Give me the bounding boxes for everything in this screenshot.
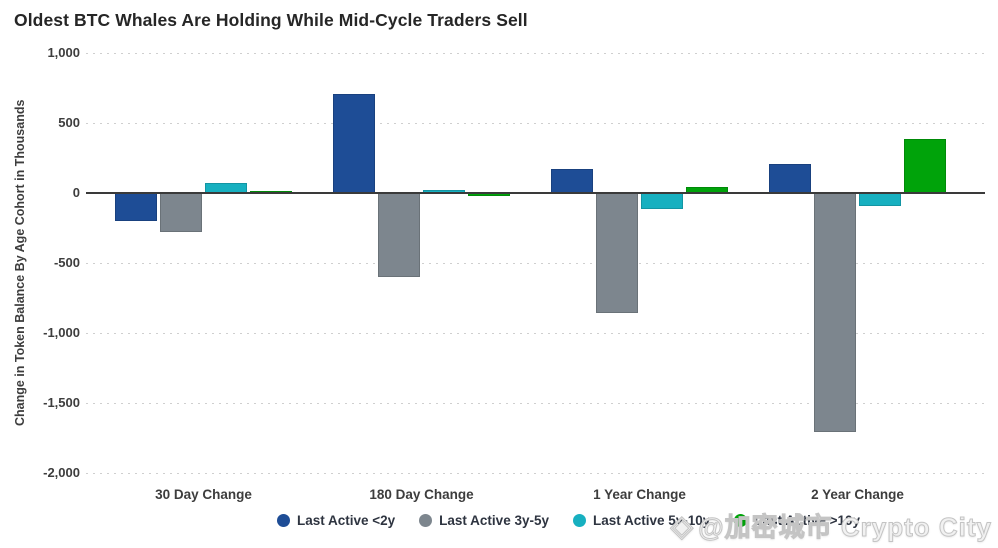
y-tick-label: 1,000 [47,45,80,60]
x-axis-label: 2 Year Change [811,487,904,502]
gridline [86,263,985,264]
bar-series4-180-day-change[interactable] [468,193,510,196]
bar-series4-2-year-change[interactable] [904,139,946,193]
chart-title: Oldest BTC Whales Are Holding While Mid-… [14,10,528,30]
bar-series2-180-day-change[interactable] [378,193,420,277]
bar-series4-1-year-change[interactable] [686,187,728,193]
bar-series2-30-day-change[interactable] [160,193,202,232]
y-tick-label: -500 [53,255,80,270]
legend-dot-icon [572,514,586,527]
y-tick-label: -1,500 [43,395,80,410]
y-tick-label: 500 [58,115,80,130]
gridline [86,53,985,54]
gridline [86,333,985,334]
legend-label: Last Active <2y [296,513,396,528]
legend-item-series2[interactable]: Last Active 3y-5y [419,513,549,528]
legend: Last Active <2y Last Active 3y-5y Last Act… [88,513,985,528]
gridline [86,473,985,474]
legend-label: Last Active >10y [754,513,860,528]
y-tick-label: -1,000 [43,325,80,340]
bar-series3-180-day-change[interactable] [423,190,465,193]
x-axis-label: 180 Day Change [369,487,474,502]
bar-series3-1-year-change[interactable] [641,193,683,210]
legend-label: Last Active 5y-10y [592,513,711,528]
legend-item-series3[interactable]: Last Active 5y-10y [572,513,711,528]
legend-label: Last Active 3y-5y [439,513,549,528]
bar-series3-30-day-change[interactable] [205,182,247,193]
legend-item-series4[interactable]: Last Active >10y [734,513,860,528]
legend-dot-icon [276,514,290,527]
y-tick-label: -2,000 [43,465,80,480]
bar-series2-1-year-change[interactable] [596,193,638,314]
x-axis-label: 30 Day Change [155,487,252,502]
zero-axis-line [86,192,985,194]
bar-series1-1-year-change[interactable] [551,168,593,193]
legend-dot-icon [734,514,748,527]
y-tick-label: 0 [72,185,80,200]
bar-series1-2-year-change[interactable] [769,164,811,193]
legend-item-series1[interactable]: Last Active <2y [276,513,396,528]
bar-series1-30-day-change[interactable] [115,193,157,221]
gridline [86,403,985,404]
bar-series3-2-year-change[interactable] [859,193,901,206]
gridline [86,123,985,124]
bar-series1-180-day-change[interactable] [333,93,375,193]
legend-dot-icon [419,514,433,527]
x-axis-label: 1 Year Change [593,487,686,502]
bar-series2-2-year-change[interactable] [814,193,856,433]
